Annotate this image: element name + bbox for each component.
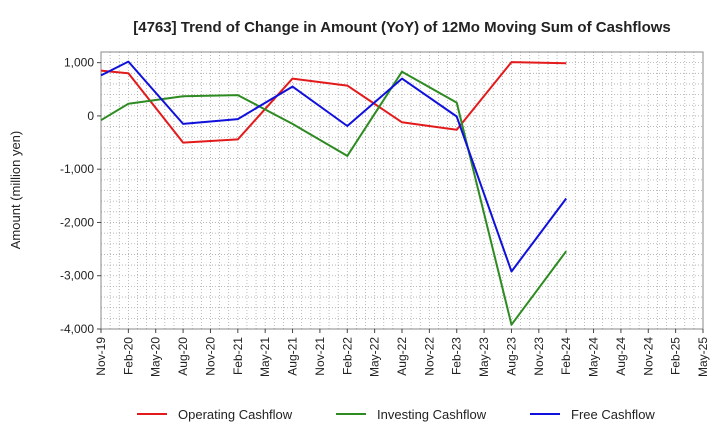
x-tick-label: Aug-24 xyxy=(614,337,628,376)
y-axis-label: Amount (million yen) xyxy=(8,131,23,250)
x-tick-label: Aug-22 xyxy=(395,337,409,376)
x-tick-label: May-24 xyxy=(587,337,601,377)
x-tick-label: Feb-24 xyxy=(559,337,573,375)
legend-label-investing-cashflow: Investing Cashflow xyxy=(377,407,487,422)
y-tick-label: -3,000 xyxy=(60,269,94,283)
x-tick-label: Aug-20 xyxy=(176,337,190,376)
x-tick-label: May-21 xyxy=(258,337,272,377)
x-tick-label: Nov-21 xyxy=(313,337,327,376)
investing-cashflow-line xyxy=(100,70,568,326)
x-axis-ticks: Nov-19 Feb-20 May-20 Aug-20 Nov-20 Feb-21 May-… xyxy=(94,329,710,377)
y-axis-ticks: 1,000 0 -1,000 -2,000 -3,000 -4,000 xyxy=(60,56,101,336)
x-tick-label: Nov-24 xyxy=(641,337,655,376)
x-tick-label: Feb-20 xyxy=(121,337,135,375)
legend-label-free-cashflow: Free Cashflow xyxy=(571,407,655,422)
x-tick-label: Nov-23 xyxy=(532,337,546,376)
y-tick-label: 0 xyxy=(87,109,94,123)
legend-label-operating-cashflow: Operating Cashflow xyxy=(178,407,293,422)
x-tick-label: Feb-22 xyxy=(340,337,354,375)
y-tick-label: 1,000 xyxy=(64,56,94,70)
x-tick-label: May-22 xyxy=(368,337,382,377)
x-tick-label: Nov-19 xyxy=(94,337,108,376)
operating-cashflow-line xyxy=(100,61,567,144)
x-tick-label: May-20 xyxy=(149,337,163,377)
x-tick-label: Nov-20 xyxy=(203,337,217,376)
grid-lines xyxy=(101,52,703,329)
x-tick-label: May-25 xyxy=(696,337,710,377)
series-lines xyxy=(100,60,568,326)
x-tick-label: Nov-22 xyxy=(422,337,436,376)
x-tick-label: Aug-21 xyxy=(286,337,300,376)
free-cashflow-line xyxy=(100,60,568,273)
y-tick-label: -2,000 xyxy=(60,215,94,229)
y-tick-label: -1,000 xyxy=(60,162,94,176)
chart-title: [4763] Trend of Change in Amount (YoY) o… xyxy=(133,19,671,36)
x-tick-label: Feb-25 xyxy=(669,337,683,375)
x-tick-label: Feb-21 xyxy=(231,337,245,375)
x-tick-label: Feb-23 xyxy=(450,337,464,375)
x-tick-label: Aug-23 xyxy=(504,337,518,376)
y-tick-label: -4,000 xyxy=(60,322,94,336)
x-tick-label: May-23 xyxy=(477,337,491,377)
legend: Operating Cashflow Investing Cashflow Free… xyxy=(137,407,655,422)
